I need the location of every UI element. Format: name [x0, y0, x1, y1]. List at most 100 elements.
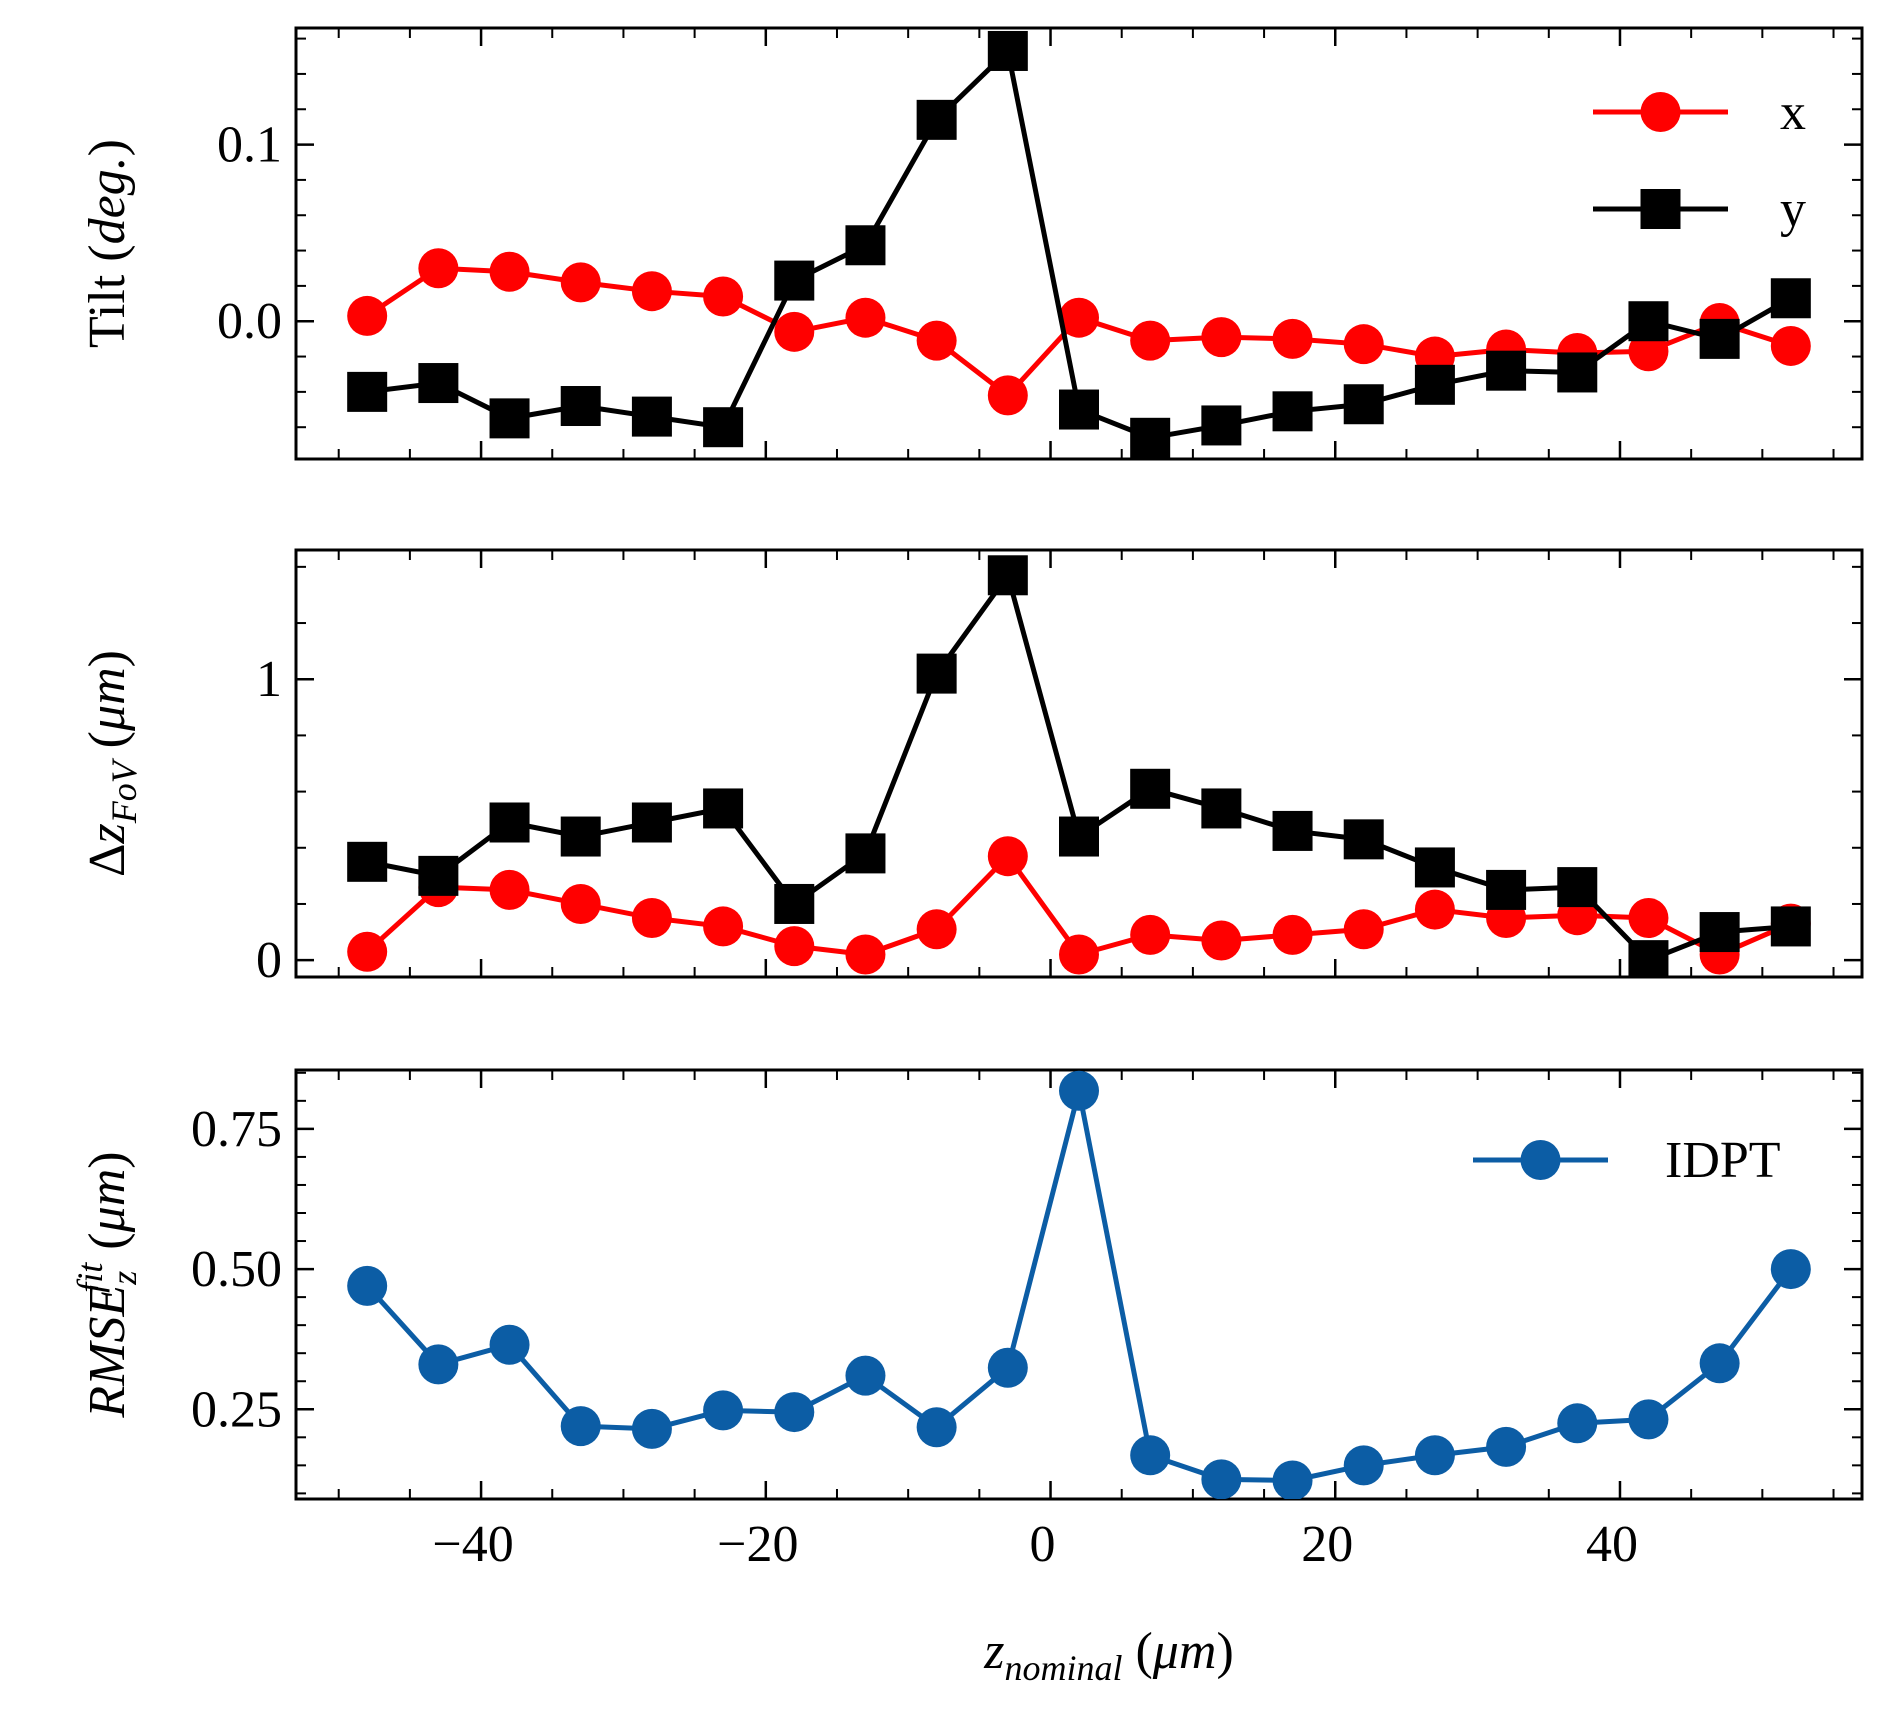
data-point [1770, 1249, 1811, 1290]
data-point [1059, 816, 1099, 857]
data-point [916, 653, 957, 694]
data-point [1628, 940, 1669, 977]
legend-marker [1520, 1140, 1561, 1180]
data-point [1628, 301, 1669, 342]
data-point [1272, 810, 1313, 851]
data-point [1130, 320, 1171, 361]
legend-label: x [1780, 84, 1806, 141]
data-point [347, 295, 388, 336]
data-point [987, 1347, 1028, 1388]
data-point [845, 833, 886, 874]
data-point [489, 802, 530, 843]
data-layer [347, 1070, 1811, 1499]
data-point [845, 934, 886, 975]
legend-marker [1640, 189, 1681, 229]
data-point [1272, 391, 1313, 432]
data-point [1343, 1445, 1384, 1486]
x-tick-label: −20 [717, 1516, 798, 1573]
data-point [1201, 1459, 1242, 1499]
legend-marker [1640, 92, 1681, 132]
legend-label: y [1780, 181, 1806, 238]
plot-frame [294, 1068, 1864, 1501]
y-tick-label: 0.0 [217, 293, 282, 350]
data-point [560, 1406, 601, 1447]
legend: IDPT [1473, 1132, 1781, 1189]
data-point [347, 371, 388, 412]
y-tick-label: 0.25 [191, 1381, 282, 1438]
data-point [1130, 1435, 1171, 1476]
data-point [560, 883, 601, 924]
data-point [560, 386, 601, 427]
data-point [1699, 912, 1740, 953]
data-point [703, 906, 744, 947]
data-point [916, 99, 957, 140]
data-point [1059, 934, 1099, 975]
y-tick-label: 0.75 [191, 1101, 282, 1158]
data-point [489, 251, 530, 292]
data-point [916, 320, 957, 361]
data-point [774, 1392, 815, 1433]
data-point [703, 1390, 744, 1431]
data-point [1272, 318, 1313, 359]
data-point [631, 1408, 672, 1449]
data-point [1414, 889, 1455, 930]
data-point [1414, 364, 1455, 405]
data-point [489, 1324, 530, 1365]
data-point [1201, 920, 1242, 961]
x-tick-label: 0 [1030, 1516, 1056, 1573]
data-point [987, 836, 1028, 877]
data-point [916, 909, 957, 950]
data-point [774, 260, 815, 301]
data-point [1130, 417, 1171, 458]
data-point [845, 1355, 886, 1396]
data-point [560, 262, 601, 303]
data-point [347, 841, 388, 882]
data-point [489, 398, 530, 439]
data-point [631, 396, 672, 437]
data-point [845, 297, 886, 338]
data-point [1343, 384, 1384, 425]
data-point [987, 375, 1028, 416]
data-point [347, 931, 388, 972]
data-point [1343, 324, 1384, 365]
data-point [1486, 869, 1527, 910]
data-point [631, 898, 672, 939]
data-point [1628, 898, 1669, 939]
data-point [1628, 1399, 1669, 1440]
data-point [1486, 350, 1527, 391]
panel-2: 0 1 ΔzFoV (μm) [79, 548, 1864, 989]
x-tick-label: 20 [1301, 1516, 1353, 1573]
data-point [916, 1407, 957, 1448]
data-point [703, 407, 744, 448]
data-point [418, 855, 459, 896]
data-point [1557, 867, 1598, 908]
data-point [703, 788, 744, 829]
legend-label: IDPT [1665, 1132, 1781, 1189]
data-point [1201, 317, 1242, 358]
data-point [1272, 914, 1313, 955]
data-point [1130, 768, 1171, 809]
data-point [489, 869, 530, 910]
panel-3: 0.25 0.50 0.75 −40 −20 0 20 40 IDPT RMSEzfit (μm)… [70, 1068, 1864, 1688]
data-point [1628, 331, 1669, 372]
data-point [1557, 352, 1598, 393]
data-point [418, 1344, 459, 1385]
x-axis-label: znominal (μm) [983, 1623, 1234, 1688]
y-tick-label: 0.50 [191, 1241, 282, 1298]
data-point [1770, 906, 1811, 947]
data-point [631, 271, 672, 312]
data-point [560, 816, 601, 857]
data-point [1343, 909, 1384, 950]
data-point [1414, 847, 1455, 888]
data-point [1557, 1403, 1598, 1444]
data-point [987, 30, 1028, 71]
data-point [703, 276, 744, 317]
data-point [1130, 914, 1171, 955]
legend: xy [1593, 84, 1806, 238]
data-point [1201, 788, 1242, 829]
y-axis-label: ΔzFoV (μm) [79, 650, 144, 877]
data-point [1414, 1435, 1455, 1476]
data-point [631, 802, 672, 843]
x-tick-label: 40 [1586, 1516, 1638, 1573]
